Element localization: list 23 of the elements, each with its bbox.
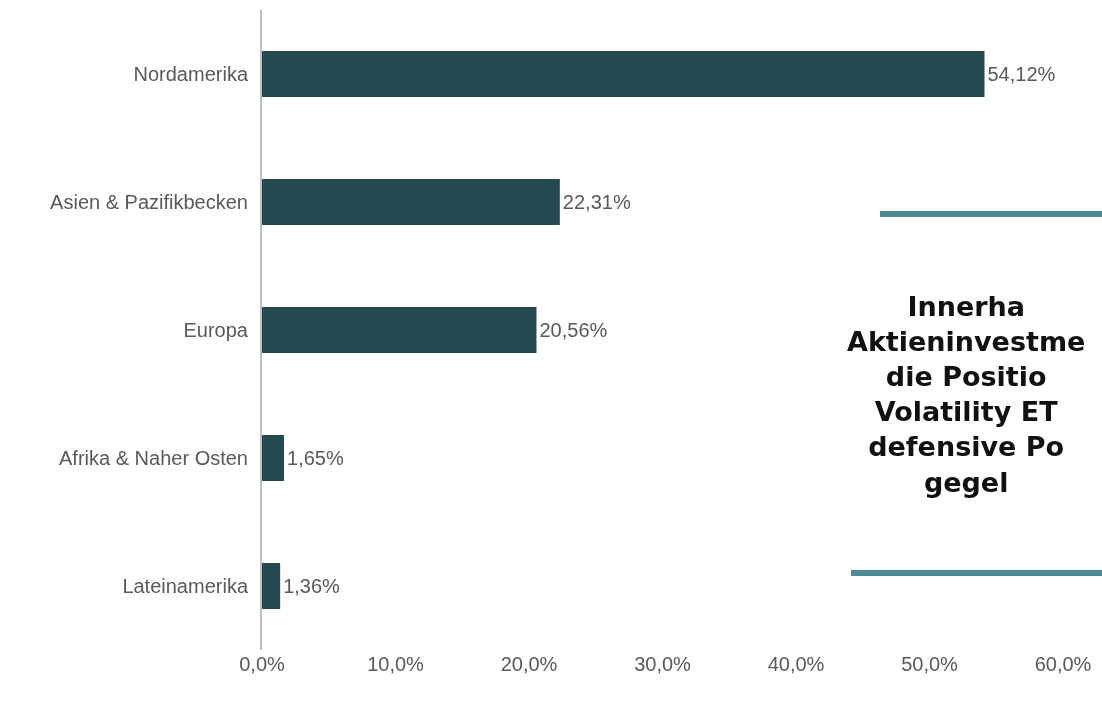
y-tick-label: Europa [183, 319, 249, 341]
y-tick-label: Afrika & Naher Osten [59, 447, 248, 469]
bar [262, 434, 285, 482]
bar [262, 306, 537, 354]
x-tick-label: 0,0% [239, 653, 286, 675]
x-tick-label: 50,0% [901, 653, 959, 675]
data-label: 1,65% [287, 447, 344, 469]
data-label: 1,36% [283, 575, 341, 597]
x-tick-label: 30,0% [634, 653, 692, 675]
x-tick-label: 20,0% [500, 653, 558, 675]
data-label: 54,12% [987, 63, 1056, 85]
data-label: 22,31% [562, 191, 631, 213]
data-label: 20,56% [539, 319, 608, 341]
y-tick-label: Nordamerika [133, 63, 249, 85]
y-tick-label: Asien & Pazifikbecken [50, 191, 248, 213]
bar [262, 50, 985, 98]
bar [262, 178, 560, 226]
bar [262, 562, 281, 610]
annotation: Innerha Aktieninvestme die Positio Volatility ET defensive Po gegel [847, 291, 1086, 498]
x-tick-label: 40,0% [767, 653, 825, 675]
x-tick-label: 60,0% [1034, 653, 1092, 675]
x-tick-label: 10,0% [367, 653, 425, 675]
y-tick-label: Lateinamerika [122, 575, 249, 597]
